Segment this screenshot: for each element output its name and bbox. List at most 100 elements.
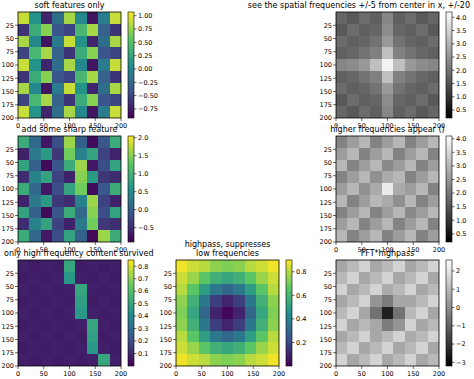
cell xyxy=(64,24,76,36)
cell xyxy=(428,47,439,59)
y-tick-label: 175 xyxy=(2,349,14,357)
cell xyxy=(382,94,394,106)
x-tick-label: 100 xyxy=(63,370,75,378)
colorbar-tick xyxy=(452,362,455,363)
cell xyxy=(18,136,30,148)
y-tick-label: 150 xyxy=(160,336,172,344)
y-tick-label: 100 xyxy=(160,309,172,317)
cell xyxy=(347,160,359,172)
cell xyxy=(187,272,199,284)
cell xyxy=(110,148,121,160)
colorbar-tick xyxy=(134,108,137,109)
cell xyxy=(41,59,53,71)
cell xyxy=(41,171,53,183)
cell xyxy=(110,230,121,242)
cell xyxy=(428,24,439,36)
cell xyxy=(64,183,76,195)
x-tick xyxy=(439,366,440,369)
colorbar-tick-label: 0.4 xyxy=(296,315,306,323)
cell xyxy=(359,94,371,106)
cell xyxy=(98,12,110,24)
cell xyxy=(52,94,64,106)
cell xyxy=(336,342,348,354)
cell xyxy=(245,342,257,354)
cell xyxy=(336,218,348,230)
cell xyxy=(187,319,199,331)
cell xyxy=(64,195,76,207)
x-tick-label: 50 xyxy=(198,370,206,378)
cell xyxy=(98,295,110,307)
cell xyxy=(187,331,199,343)
cell xyxy=(29,148,41,160)
cell xyxy=(359,260,371,272)
cell xyxy=(52,195,64,207)
x-tick xyxy=(121,242,122,245)
colorbar-tick-label: 0.5 xyxy=(456,106,466,114)
colorbar-tick-label: 1.5 xyxy=(456,80,466,88)
cell xyxy=(75,284,87,296)
cell xyxy=(87,331,99,343)
cell xyxy=(405,319,417,331)
cell xyxy=(210,284,222,296)
cell xyxy=(382,71,394,83)
cell xyxy=(176,284,188,296)
title: see the spatial frequencies +/-5 from ce… xyxy=(248,1,470,10)
colorbar-tick-label: −0.50 xyxy=(138,92,158,100)
cell xyxy=(187,284,199,296)
y-tick xyxy=(15,352,18,353)
cell xyxy=(52,331,64,343)
y-tick xyxy=(173,313,176,314)
y-tick-label: 75 xyxy=(6,296,14,304)
colorbar-tick xyxy=(134,209,137,210)
y-tick-label: 150 xyxy=(2,88,14,96)
cell xyxy=(405,148,417,160)
y-tick-label: 50 xyxy=(6,283,14,291)
cell xyxy=(75,24,87,36)
cell xyxy=(41,71,53,83)
cell xyxy=(18,207,30,219)
cell xyxy=(416,295,428,307)
cell xyxy=(222,272,234,284)
cell xyxy=(41,342,53,354)
y-tick xyxy=(333,65,336,66)
colorbar-tick-label: −1 xyxy=(456,322,466,330)
title-line: FFT*highpass xyxy=(361,249,415,258)
cell xyxy=(18,160,30,172)
cell xyxy=(393,12,405,24)
cell xyxy=(347,136,359,148)
x-tick xyxy=(121,366,122,369)
cell xyxy=(393,136,405,148)
y-tick xyxy=(173,366,176,367)
cell xyxy=(393,272,405,284)
colorbar-tick xyxy=(134,173,137,174)
cell xyxy=(222,319,234,331)
cell xyxy=(393,59,405,71)
cell xyxy=(370,284,382,296)
cell xyxy=(382,272,394,284)
cell xyxy=(336,230,348,242)
y-tick-label: 75 xyxy=(6,48,14,56)
cell xyxy=(416,171,428,183)
y-tick xyxy=(15,104,18,105)
cell xyxy=(18,272,30,284)
cell xyxy=(428,207,439,219)
y-tick-label: 50 xyxy=(324,283,332,291)
x-tick-label: 50 xyxy=(40,370,48,378)
cell xyxy=(18,71,30,83)
cell xyxy=(64,295,76,307)
cell xyxy=(87,207,99,219)
cell xyxy=(416,195,428,207)
y-tick-label: 25 xyxy=(6,270,14,278)
cell xyxy=(245,319,257,331)
cell xyxy=(29,284,41,296)
cell xyxy=(393,307,405,319)
x-tick xyxy=(413,366,414,369)
y-tick xyxy=(15,273,18,274)
cell xyxy=(64,47,76,59)
cell xyxy=(222,354,234,366)
y-tick-label: 125 xyxy=(320,199,332,207)
cell xyxy=(41,94,53,106)
cell xyxy=(416,307,428,319)
cell xyxy=(98,218,110,230)
cell xyxy=(347,94,359,106)
